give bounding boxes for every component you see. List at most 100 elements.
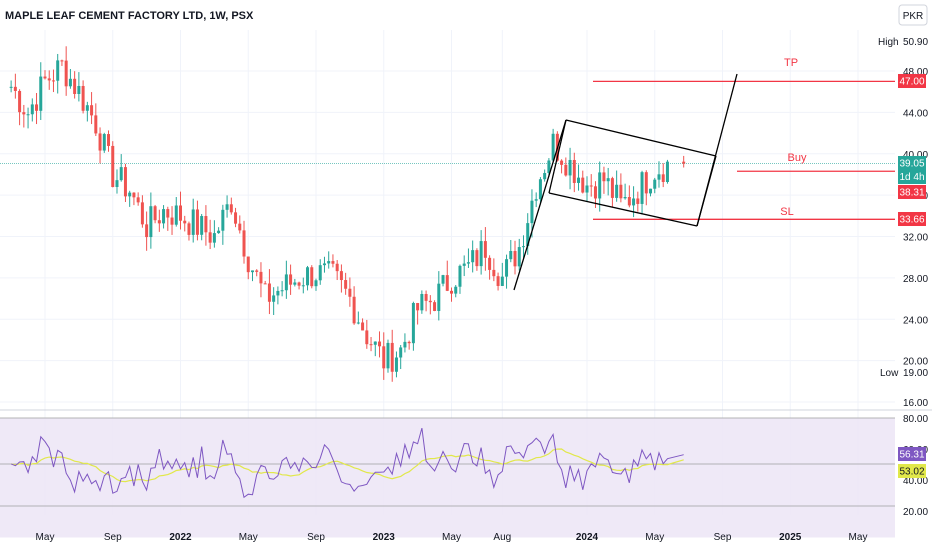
price-tick-label: 28.00 [903,274,928,285]
candle-body [191,209,195,235]
tp-price-badge [898,74,926,88]
candle-body [174,205,178,225]
candle-body [39,76,43,111]
candle-body [420,293,424,311]
currency-label: PKR [903,11,924,22]
channel-lower-line [548,192,698,227]
candle-body [649,188,653,194]
candle-body [509,250,513,260]
candle-body [589,185,593,187]
candle-body [492,269,496,277]
candle-body [68,78,72,87]
candle-body [433,302,437,311]
candle-body [81,85,85,111]
candle-body [297,282,301,286]
candle-body [331,261,335,264]
candle-body [424,293,428,301]
candle-body [225,204,229,210]
candle-body [170,217,174,225]
candle-body [344,280,348,289]
candle-body [428,300,432,303]
high-label: High [878,37,899,48]
candle-body [153,206,157,221]
candle-body [301,285,305,287]
candle-body [619,184,623,199]
candle-body [378,341,382,347]
sl-price-text: 33.66 [899,215,924,226]
candle-body [399,347,403,358]
candle-body [140,202,144,225]
candle-body [322,263,326,266]
rsi-value-badge [898,447,926,461]
candle-body [458,265,462,287]
tp-price-text: 47.00 [899,77,924,88]
candle-body [259,271,263,284]
channel-upper-line [565,119,717,157]
candle-body [242,230,246,257]
candle-body [238,223,242,231]
candle-body [577,177,581,183]
candle-body [35,104,39,111]
candle-body [47,78,51,81]
candle-body [627,196,631,206]
candle-body [327,261,331,264]
rsi-tick-label: 40.00 [903,476,928,487]
currency-button[interactable] [898,4,928,26]
candle-body [479,241,483,267]
candle-body [500,276,504,286]
candle-body [102,134,106,151]
candle-body [276,290,280,296]
candle-body [195,209,199,235]
candle-body [534,199,538,201]
candle-body [272,295,276,302]
candle-body [60,60,64,62]
candle-body [403,341,407,348]
candles [9,46,686,382]
rsi-panel [0,417,895,538]
candle-body [128,192,132,197]
time-tick-label: 2024 [576,532,599,543]
candle-body [466,262,470,264]
candle-body [598,172,602,199]
candle-body [407,341,411,344]
candle-body [43,76,47,79]
candle-body [98,133,102,151]
buy-label: Buy [788,152,807,164]
candle-body [162,209,166,224]
candle-body [246,256,250,273]
time-tick-label: Sep [307,532,325,543]
candle-body [166,209,170,218]
candle-body [157,220,161,224]
candle-body [416,303,420,311]
projection-line [696,73,738,227]
candle-body [13,86,17,91]
candle-body [200,216,204,235]
candle-body [606,178,610,182]
candle-body [64,60,68,87]
candle-body [644,172,648,194]
buy-price-text: 38.31 [899,188,924,199]
rsi-band [0,418,895,538]
candle-body [284,274,288,291]
candle-body [483,241,487,258]
time-tick-label: May [442,532,461,543]
candle-body [517,247,521,267]
sl-price-badge [898,212,926,226]
candle-body [22,112,26,115]
rsi-ma-badge [898,464,926,478]
time-tick-label: May [239,532,258,543]
candle-body [310,267,314,287]
candle-body [318,265,322,281]
candle-body [551,133,555,161]
candle-body [348,288,352,297]
candle-body [356,322,360,324]
candle-body [373,341,377,345]
candle-body [488,257,492,270]
candle-body [289,274,293,285]
candle-body [123,167,127,197]
low-label: Low [880,368,899,379]
candle-body [682,161,686,164]
tp-label: TP [784,57,798,69]
candle-body [450,290,453,294]
